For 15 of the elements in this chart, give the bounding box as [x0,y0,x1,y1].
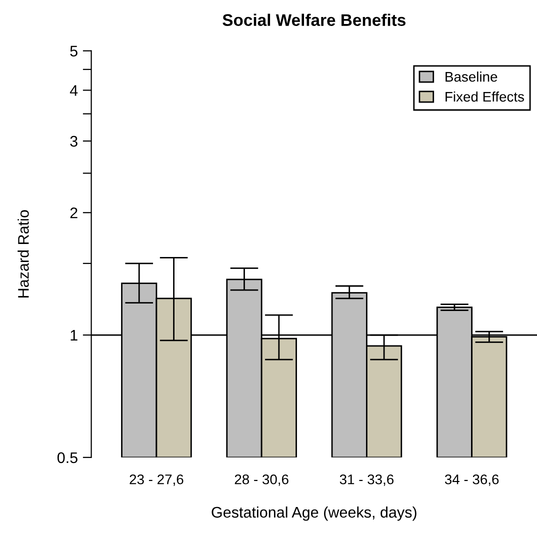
x-tick-label: 23 - 27,6 [130,474,184,486]
y-tick-label: 1 [70,330,78,341]
x-axis-title: Gestational Age (weeks, days) [212,506,416,521]
y-tick-label: 5 [70,46,78,57]
y-axis-title: Hazard Ratio [18,210,29,298]
x-tick-label: 31 - 33,6 [340,474,394,486]
y-tick-label: 3 [70,136,78,147]
y-tick-label: 2 [70,207,78,218]
y-tick-label: 0.5 [57,452,78,464]
legend-label: Baseline [446,72,498,82]
y-tick-label: 4 [70,85,78,96]
x-tick-label: 34 - 36,6 [444,474,499,486]
legend-label: Fixed Effects [446,91,524,102]
x-tick-label: 28 - 30,6 [234,474,288,486]
chart-title: Social Welfare Benefits [222,14,406,26]
